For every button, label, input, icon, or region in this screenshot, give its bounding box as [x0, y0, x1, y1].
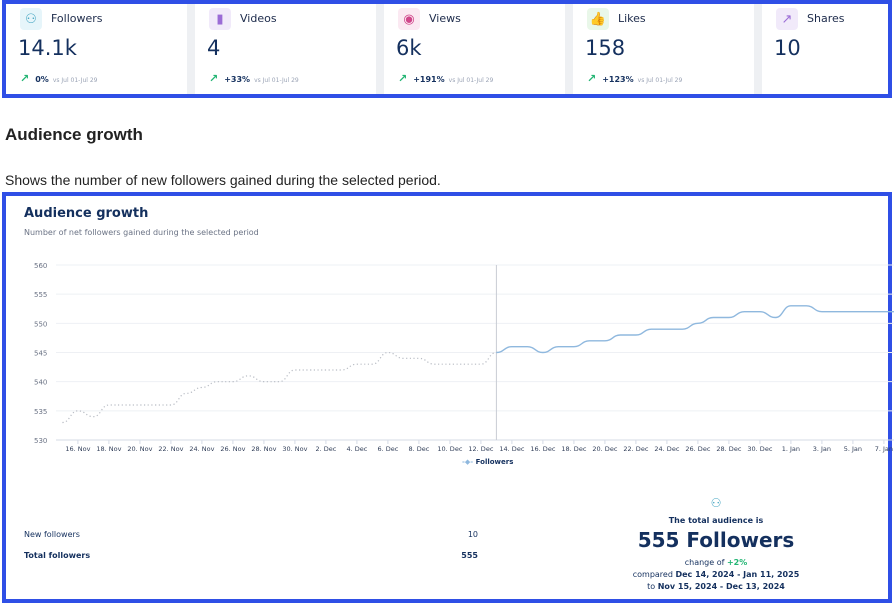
kpi-label: Views: [429, 12, 461, 25]
legend-item-followers[interactable]: -◆- Followers: [462, 458, 514, 466]
x-tick-label: 16. Nov: [65, 445, 90, 453]
x-tick-label: 30. Dec: [747, 445, 772, 453]
card-title: Audience growth: [24, 206, 149, 221]
kpi-value: 14.1k: [18, 36, 77, 60]
document-icon: ▮: [209, 8, 231, 30]
x-tick-label: 24. Nov: [189, 445, 214, 453]
kpi-strip: ⚇ Followers 14.1k ↗ 0% vs Jul 01-Jul 29 ▮ …: [2, 0, 892, 98]
x-tick-label: 7. Jan: [875, 445, 893, 453]
kpi-views[interactable]: ◉ Views 6k ↗ +191% vs Jul 01-Jul 29: [384, 4, 565, 94]
x-tick-label: 28. Nov: [251, 445, 276, 453]
kpi-videos[interactable]: ▮ Videos 4 ↗ +33% vs Jul 01-Jul 29: [195, 4, 376, 94]
total-followers: 555 Followers: [637, 528, 795, 552]
card-subtitle: Number of net followers gained during th…: [24, 228, 259, 237]
kpi-change: ↗ 0% vs Jul 01-Jul 29: [20, 72, 98, 85]
kpi-label: Followers: [51, 12, 103, 25]
x-tick-label: 18. Nov: [96, 445, 121, 453]
x-tick-label: 1. Jan: [782, 445, 800, 453]
y-tick-label: 535: [34, 408, 47, 416]
total-heading: The total audience is: [668, 516, 764, 525]
x-tick-label: 12. Dec: [468, 445, 493, 453]
users-icon: ⚇: [20, 8, 42, 30]
kpi-label: Likes: [618, 12, 646, 25]
kpi-value: 4: [207, 36, 221, 60]
x-tick-label: 24. Dec: [654, 445, 679, 453]
x-tick-label: 2. Dec: [315, 445, 336, 453]
total-compared: compared Dec 14, 2024 - Jan 11, 2025: [632, 570, 800, 579]
y-tick-label: 555: [34, 291, 47, 299]
total-prev-period: to Nov 15, 2024 - Dec 13, 2024: [647, 582, 785, 591]
arrow-up-right-icon: ↗: [20, 72, 30, 85]
x-tick-label: 6. Dec: [377, 445, 398, 453]
x-tick-label: 8. Dec: [408, 445, 429, 453]
arrow-up-right-icon: ↗: [587, 72, 597, 85]
y-tick-label: 530: [34, 437, 47, 445]
legend-marker-icon: -◆-: [462, 458, 474, 466]
audience-growth-card: Audience growth Number of net followers …: [2, 192, 894, 603]
x-tick-label: 26. Dec: [685, 445, 710, 453]
x-tick-label: 20. Nov: [127, 445, 152, 453]
x-tick-label: 4. Dec: [346, 445, 367, 453]
total-change: change of +2%: [684, 558, 748, 567]
kpi-change: ↗ +191% vs Jul 01-Jul 29: [398, 72, 494, 85]
kpi-shares[interactable]: ↗ Shares 10: [762, 4, 888, 94]
kpi-value: 10: [774, 36, 801, 60]
x-tick-label: 28. Dec: [716, 445, 741, 453]
stat-label: New followers: [24, 530, 80, 539]
stat-value: 10: [467, 530, 478, 539]
kpi-likes[interactable]: 👍 Likes 158 ↗ +123% vs Jul 01-Jul 29: [573, 4, 754, 94]
y-tick-label: 540: [34, 379, 47, 387]
kpi-change: ↗ +33% vs Jul 01-Jul 29: [209, 72, 299, 85]
kpi-followers[interactable]: ⚇ Followers 14.1k ↗ 0% vs Jul 01-Jul 29: [6, 4, 187, 94]
stat-value: 555: [461, 551, 478, 560]
users-icon: ⚇: [710, 496, 722, 510]
y-tick-label: 550: [34, 320, 47, 328]
y-tick-label: 560: [34, 262, 47, 270]
x-tick-label: 14. Dec: [499, 445, 524, 453]
followers-line: [496, 305, 894, 354]
previous-period-line: [62, 351, 497, 424]
eye-icon: ◉: [398, 8, 420, 30]
x-tick-label: 26. Nov: [220, 445, 245, 453]
section-description: Shows the number of new followers gained…: [5, 172, 441, 188]
y-tick-label: 545: [34, 350, 47, 358]
x-tick-label: 10. Dec: [437, 445, 462, 453]
thumbs-up-icon: 👍: [587, 8, 609, 30]
arrow-up-right-icon: ↗: [398, 72, 408, 85]
x-tick-label: 3. Jan: [813, 445, 831, 453]
kpi-change: ↗ +123% vs Jul 01-Jul 29: [587, 72, 683, 85]
x-tick-label: 30. Nov: [282, 445, 307, 453]
stat-label: Total followers: [24, 551, 91, 560]
x-tick-label: 20. Dec: [592, 445, 617, 453]
x-tick-label: 22. Nov: [158, 445, 183, 453]
section-title: Audience growth: [5, 125, 143, 144]
x-tick-label: 5. Jan: [844, 445, 862, 453]
kpi-label: Videos: [240, 12, 277, 25]
x-tick-label: 18. Dec: [561, 445, 586, 453]
x-tick-label: 16. Dec: [530, 445, 555, 453]
share-icon: ↗: [776, 8, 798, 30]
kpi-value: 158: [585, 36, 626, 60]
x-tick-label: 22. Dec: [623, 445, 648, 453]
kpi-value: 6k: [396, 36, 422, 60]
kpi-label: Shares: [807, 12, 845, 25]
arrow-up-right-icon: ↗: [209, 72, 219, 85]
